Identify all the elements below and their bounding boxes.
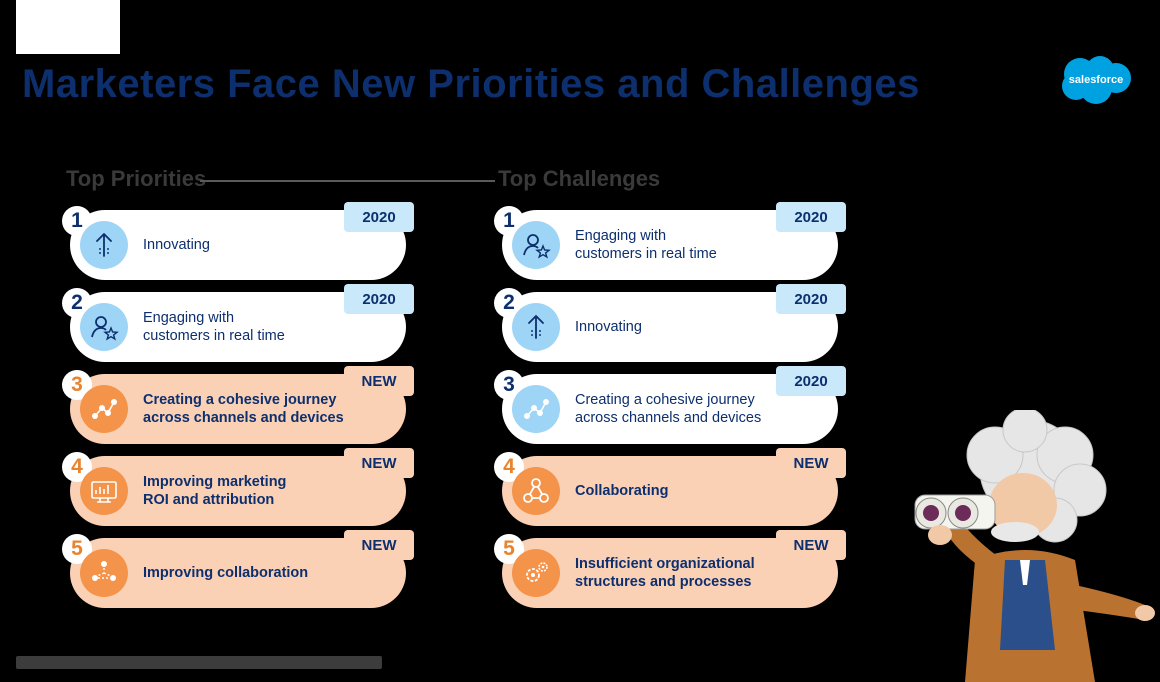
new-badge: NEW	[344, 530, 414, 560]
column-heading-challenges: Top Challenges	[498, 166, 661, 191]
priority-label: Improving collaboration	[143, 565, 309, 581]
column-heading-priorities: Top Priorities	[66, 166, 207, 191]
priority-label: Creating a cohesive journey across chann…	[575, 392, 762, 426]
priority-label: Improving marketing ROI and attribution	[143, 474, 287, 508]
priority-label: Engaging with customers in real time	[143, 310, 285, 344]
priority-label: Innovating	[143, 237, 210, 253]
arrow-up-icon	[80, 221, 128, 269]
journey-path-icon	[512, 385, 560, 433]
footer-source-text	[16, 656, 382, 669]
priority-label: Insufficient organizational structures a…	[575, 556, 755, 590]
priority-label: Innovating	[575, 319, 642, 335]
salesforce-logo: salesforce	[1062, 56, 1131, 104]
year-badge: 2020	[776, 366, 846, 396]
new-badge: NEW	[344, 448, 414, 478]
journey-path-icon	[80, 385, 128, 433]
new-badge: NEW	[776, 448, 846, 478]
chart-screen-icon	[80, 467, 128, 515]
priority-label: Collaborating	[575, 483, 669, 499]
year-badge: 2020	[776, 202, 846, 232]
heading-divider	[200, 180, 495, 182]
people-network-icon	[80, 549, 128, 597]
collaboration-nodes-icon	[512, 467, 560, 515]
priority-label: Creating a cohesive journey across chann…	[143, 392, 344, 426]
corner-white-box	[16, 0, 120, 54]
einstein-mascot-with-binoculars	[914, 410, 1155, 682]
arrow-up-icon	[512, 303, 560, 351]
user-star-icon	[80, 303, 128, 351]
user-star-icon	[512, 221, 560, 269]
page-title: Marketers Face New Priorities and Challe…	[22, 62, 920, 106]
year-badge: 2020	[344, 202, 414, 232]
priority-label: Engaging with customers in real time	[575, 228, 717, 262]
gears-icon	[512, 549, 560, 597]
new-badge: NEW	[344, 366, 414, 396]
logo-text: salesforce	[1069, 74, 1123, 86]
new-badge: NEW	[776, 530, 846, 560]
year-badge: 2020	[776, 284, 846, 314]
year-badge: 2020	[344, 284, 414, 314]
